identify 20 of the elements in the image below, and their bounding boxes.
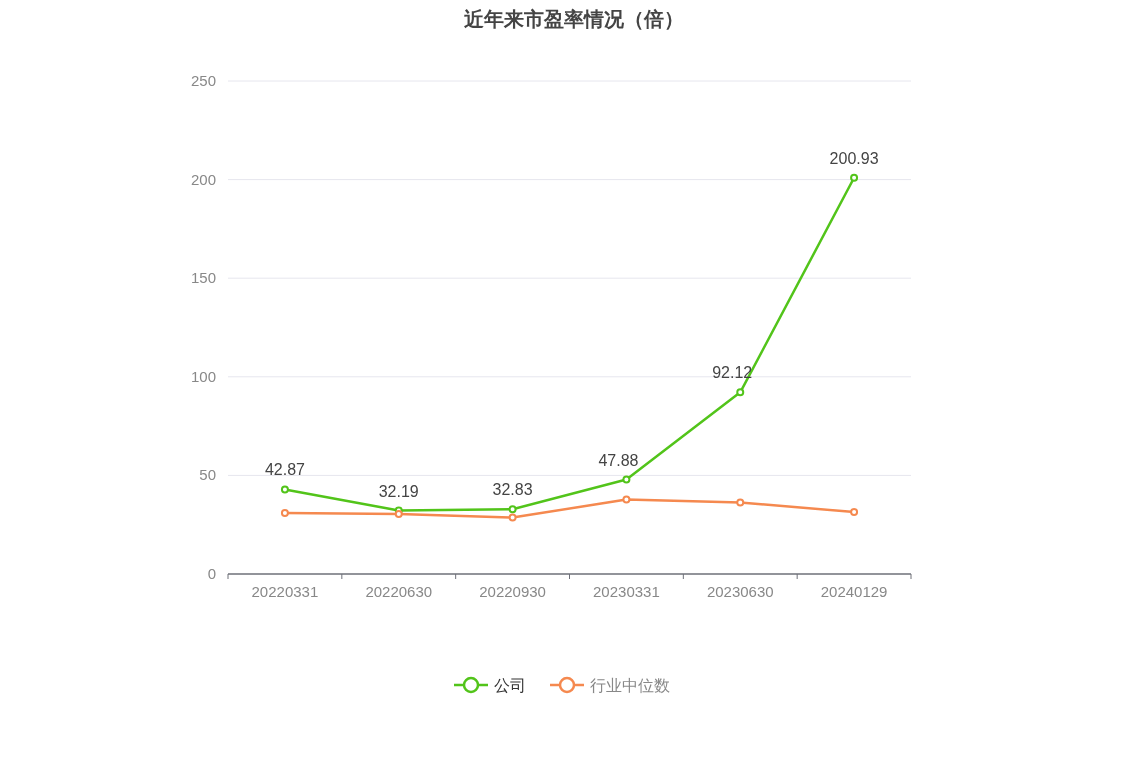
- y-tick-label: 150: [190, 269, 216, 287]
- x-tick-label: 20240129: [820, 583, 888, 600]
- x-tick-label: 20220930: [479, 583, 546, 600]
- x-tick-label: 20230630: [706, 583, 774, 600]
- x-tick-label: 20220630: [365, 583, 433, 600]
- y-tick-label: 100: [190, 367, 216, 385]
- x-tick-label: 20230331: [593, 583, 660, 600]
- data-label: 32.19: [378, 482, 419, 500]
- chart-title: 近年来市盈率情况（倍）: [463, 8, 684, 30]
- data-label: 200.93: [829, 149, 879, 167]
- legend-label: 公司: [494, 677, 526, 694]
- data-label: 42.87: [264, 461, 306, 479]
- y-tick-label: 0: [207, 565, 216, 582]
- x-tick-label: 20220331: [251, 583, 319, 600]
- y-tick-label: 250: [190, 72, 216, 89]
- y-tick-label: 200: [190, 170, 216, 188]
- data-label: 47.88: [598, 451, 639, 469]
- data-label: 32.83: [492, 481, 533, 499]
- legend-label: 行业中位数: [590, 677, 670, 694]
- y-tick-label: 50: [199, 466, 216, 484]
